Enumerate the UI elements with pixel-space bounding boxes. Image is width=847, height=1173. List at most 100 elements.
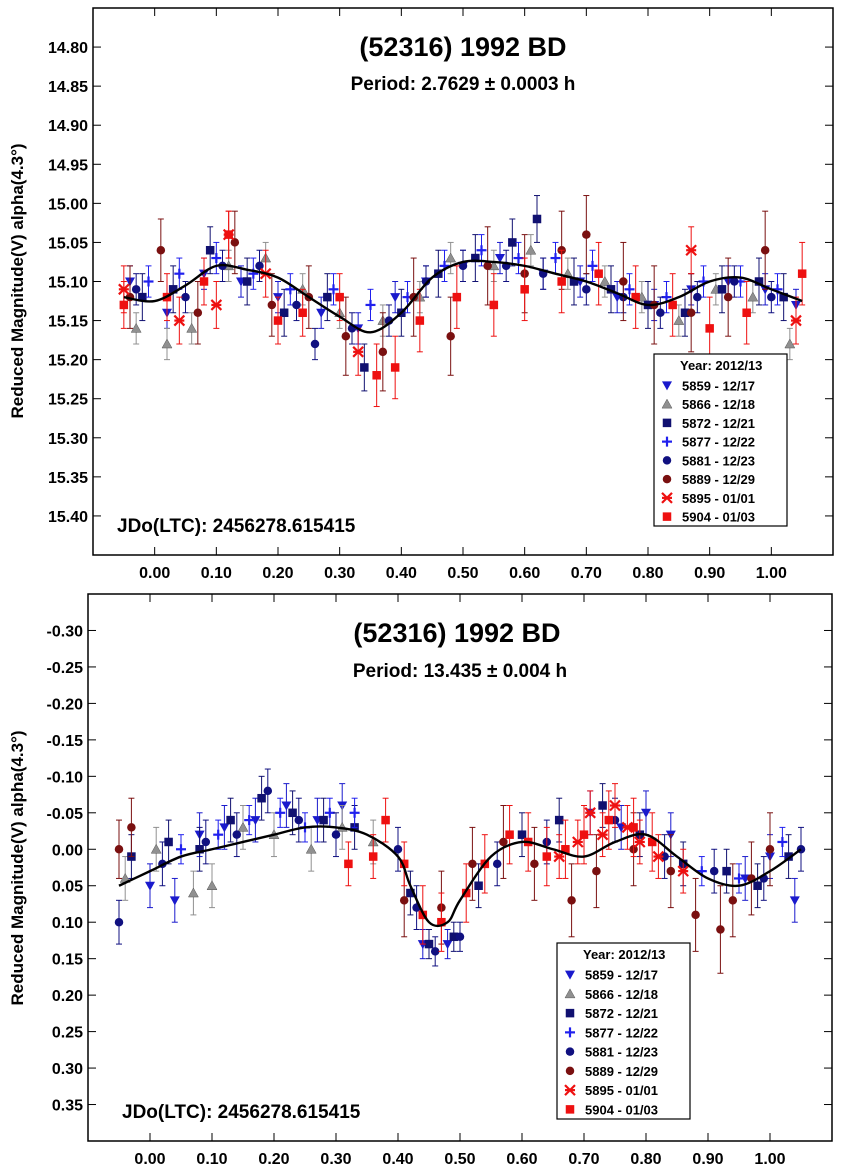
data-point: 5881 - 12/23: 0.17, 15.08 [255, 261, 264, 271]
y-tick-label: 15.15 [48, 314, 88, 331]
legend-entry: 5889 - 12/29 [585, 1064, 658, 1079]
data-point: 5904 - 01/03: 0.6, 15.11 [520, 285, 529, 294]
x-tick-label: 0.50 [447, 565, 478, 582]
data-point: 5904 - 01/03: 0.12, 15.04 [224, 230, 233, 239]
data-point: 5904 - 01/03: 0.78, -0.03 [629, 823, 638, 832]
y-tick-label: 0.35 [52, 1098, 83, 1115]
data-point: 5889 - 12/29: 0.84, 0.03 [666, 866, 676, 876]
data-point: 5889 - 12/29: 0.41, 0.07 [399, 896, 409, 905]
data-point: 5859 - 12/17: 0.12, -0.03 [219, 823, 230, 833]
data-point: 5889 - 12/29: 0.92, 0.11 [716, 925, 725, 934]
legend-marker: 5889 - 12/29 [565, 1066, 575, 1076]
legend-marker: 5866 - 12/18 [661, 398, 673, 409]
data-point: 5904 - 01/03: 0.51, 0.06 [461, 888, 471, 898]
data-point: 5889 - 12/29: 0.68, 0.07 [567, 896, 576, 905]
y-tick-label: 14.85 [48, 79, 88, 96]
data-point: 5889 - 12/29: 0.54, 15.08 [483, 261, 492, 271]
data-point: 5877 - 12/22: 0.53, 15.06 [476, 245, 487, 256]
data-point: 5872 - 12/21: 0.86, 15.14 [680, 308, 690, 318]
data-point: 5904 - 01/03: 0.47, 0.1 [437, 917, 446, 927]
data-point: 5866 - 12/18: 0.15, -0.03 [237, 821, 249, 832]
chart-title: (52316) 1992 BD [359, 32, 566, 62]
data-point: 5866 - 12/18: 0.07, 0.06 [187, 887, 199, 898]
y-tick-label: 15.35 [48, 470, 88, 487]
legend: Year: 2012/13 5859 - 12/17 5859 - 12/17 586… [556, 942, 691, 1120]
data-point: 5889 - 12/29: 0.07, 15.14 [193, 308, 203, 318]
legend-entry: 5881 - 12/23 [585, 1045, 658, 1060]
data-point: 5881 - 12/23: 0.5, 0.12 [455, 932, 465, 942]
data-point: 5904 - 01/03: 0.43, 15.15 [415, 316, 425, 325]
data-point: 5866 - 12/18: 0.01, 0 [150, 843, 162, 854]
legend-box [653, 353, 788, 527]
data-point: 5904 - 01/03: 0.58, -0.02 [505, 830, 514, 839]
data-point: 5872 - 12/21: 0.58, 15.05 [508, 238, 517, 247]
legend-entry: 5877 - 12/22 [585, 1025, 658, 1040]
data-point: 5895 - 01/01: 0.87, 15.06 [685, 244, 697, 257]
data-point: 5889 - 12/29: 0.94, 0.07 [728, 896, 738, 905]
data-point: 5877 - 12/22: 0.16, -0.04 [244, 815, 255, 826]
data-point: 5904 - 01/03: 0.9, 15.16 [705, 324, 714, 333]
legend-marker: 5872 - 12/21 [662, 418, 672, 428]
data-point: 5872 - 12/21: 0.53, 0.05 [474, 881, 483, 890]
data-point: 5859 - 12/17: 0, 0.05 [145, 881, 155, 891]
data-point: 5904 - 01/03: 0.36, 15.22 [372, 371, 381, 380]
fourier-fit-line [118, 825, 802, 928]
x-tick-label: 1.00 [756, 565, 787, 582]
x-tick-label: 0.70 [571, 565, 602, 582]
data-point: 5904 - 01/03: 0.74, -0.04 [604, 815, 614, 825]
data-point: 5904 - 01/03: 0.55, 15.13 [489, 300, 499, 310]
data-point: 5895 - 01/01: 0.73, -0.02 [596, 828, 609, 841]
data-point: 5866 - 12/18: 0.48, 15.07 [445, 252, 457, 263]
data-point: 5904 - 01/03: 0.38, -0.04 [381, 815, 390, 825]
data-point: 5872 - 12/21: 0.66, -0.04 [554, 815, 564, 825]
data-point: 5881 - 12/23: 0.44, 15.1 [421, 277, 431, 286]
chart-subtitle: Period: 13.435 ± 0.004 h [353, 661, 567, 682]
data-point: 5872 - 12/21: 0.34, 15.21 [360, 363, 369, 372]
data-point: 5877 - 12/22: 0.77, 15.11 [624, 284, 635, 295]
data-point: 5904 - 01/03: 0.41, 0.02 [399, 859, 409, 869]
legend-marker: 5859 - 12/17 [662, 381, 672, 391]
data-point: 5872 - 12/21: 0.68, 15.1 [569, 277, 579, 286]
data-point: 5895 - 01/01: 0.86, 0.03 [677, 865, 689, 877]
y-tick-label: 0.05 [52, 879, 83, 896]
data-point: 5889 - 12/29: 0.01, 15.06 [156, 245, 166, 255]
data-point: 5872 - 12/21: 0.15, 15.1 [242, 277, 252, 286]
data-point: 5889 - 12/29: 0.99, 15.06 [760, 245, 770, 255]
data-point: 5889 - 12/29: 0.48, 15.17 [446, 331, 455, 341]
data-point: 5904 - 01/03: 0.3, 15.12 [335, 292, 344, 302]
data-point: 5881 - 12/23: -0.03, 15.11 [131, 285, 141, 294]
y-tick-label: 15.30 [48, 431, 88, 448]
data-point: 5881 - 12/23: 0.91, 0.03 [709, 866, 719, 876]
data-point: 5889 - 12/29: 0.19, 15.13 [267, 300, 277, 310]
y-axis-ticks: 14.80 14.85 14.90 14.95 15.00 15.05 15.10 15.15… [48, 40, 833, 526]
data-point: 5859 - 12/17: 0.22, -0.06 [281, 801, 292, 811]
data-point: 5881 - 12/23: 1, 15.12 [767, 292, 776, 302]
data-point: 5895 - 01/01: 0.82, 0.01 [652, 850, 665, 863]
y-tick-label: 0.20 [52, 988, 83, 1005]
legend-box [556, 942, 691, 1120]
legend-marker: 5904 - 01/03 [565, 1105, 575, 1114]
data-point: 5872 - 12/21: 0.42, 0.06 [406, 888, 415, 898]
data-point: 5889 - 12/29: -0.03, -0.03 [127, 823, 136, 832]
data-point: 5872 - 12/21: 0.62, 15.02 [532, 214, 542, 224]
data-point: 5881 - 12/23: 0.26, 15.18 [310, 339, 320, 349]
y-tick-label: 0.15 [52, 952, 83, 969]
data-point: 5872 - 12/21: 0.28, 15.12 [323, 292, 332, 302]
x-tick-label: 0.80 [632, 565, 663, 582]
legend-marker: 5877 - 12/22 [565, 1027, 575, 1038]
fit-curve [118, 825, 802, 928]
x-axis-ticks: 0.00 0.10 0.20 0.30 0.40 0.50 0.60 0.70 0.80 0.90… [134, 594, 786, 1168]
data-point: 5904 - 01/03: 0.2, 15.15 [273, 316, 283, 325]
data-point: 5872 - 12/21: 0.98, 0.05 [753, 881, 762, 890]
data-point: 5872 - 12/21: 0.09, 15.06 [205, 245, 215, 255]
data-point: 5904 - 01/03: 0.84, 15.13 [668, 300, 677, 310]
data-point: 5889 - 12/29: 0.93, 15.12 [723, 292, 733, 302]
legend-marker: 5866 - 12/18 [564, 988, 576, 999]
data-point: 5881 - 12/23: 0.23, 15.13 [292, 300, 301, 310]
data-point: 5877 - 12/22: 0.71, 15.08 [587, 260, 598, 271]
data-point: 5872 - 12/21: 0.52, 15.07 [471, 253, 480, 263]
data-point: 5889 - 12/29: 0.76, 15.1 [619, 277, 628, 286]
data-point: 5904 - 01/03: 0.49, 15.12 [452, 292, 462, 302]
data-point: 5904 - 01/03: 0.7, -0.02 [579, 830, 589, 839]
